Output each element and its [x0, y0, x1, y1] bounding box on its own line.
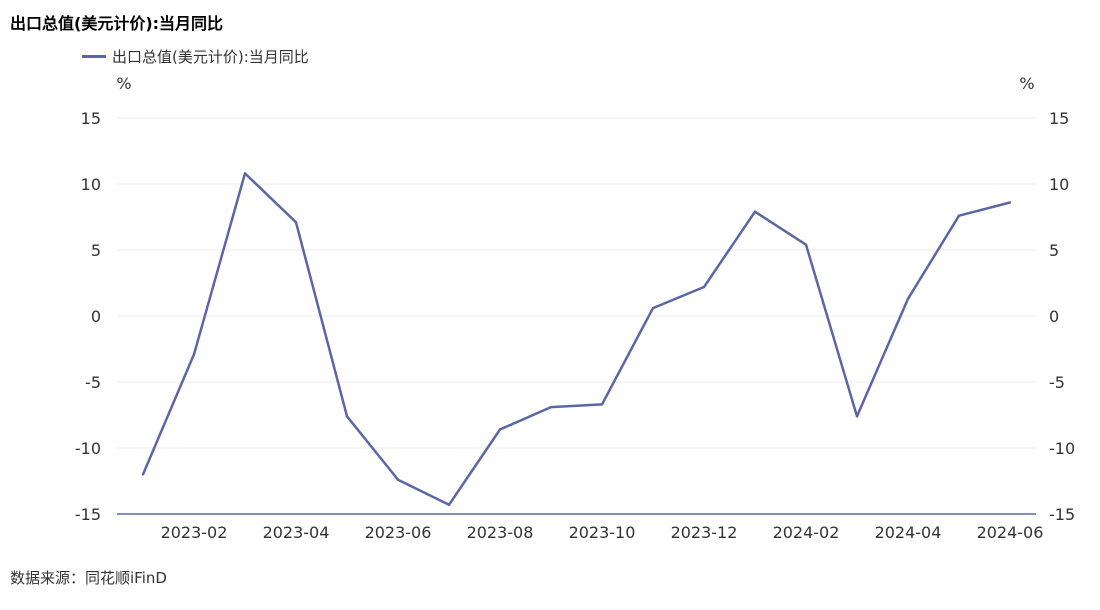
y-tick-label-right: -10	[1049, 439, 1075, 458]
data-point	[294, 221, 298, 224]
data-point	[600, 403, 604, 406]
data-point	[192, 353, 196, 356]
y-unit-right: %	[1019, 74, 1034, 93]
y-tick-label-left: 5	[91, 241, 101, 260]
data-point	[957, 214, 961, 217]
y-unit-left: %	[116, 74, 131, 93]
x-tick-label: 2023-08	[467, 523, 534, 542]
data-point	[702, 285, 706, 289]
y-tick-label-left: -5	[85, 373, 101, 392]
x-tick-label: 2024-02	[773, 523, 840, 542]
data-point	[447, 503, 451, 506]
legend-label: 出口总值(美元计价):当月同比	[112, 48, 309, 66]
y-tick-label-right: 0	[1049, 307, 1059, 326]
chart-title: 出口总值(美元计价):当月同比	[10, 14, 224, 33]
data-point	[345, 415, 349, 418]
x-tick-label: 2023-12	[671, 523, 738, 542]
y-tick-label-left: -15	[75, 505, 101, 524]
data-point	[498, 428, 502, 431]
y-tick-label-left: 0	[91, 307, 101, 326]
y-tick-label-right: 15	[1049, 109, 1069, 128]
y-tick-label-right: 10	[1049, 175, 1069, 194]
data-point	[906, 297, 910, 301]
x-tick-label: 2024-04	[875, 523, 942, 542]
data-point	[396, 478, 400, 481]
data-point	[651, 306, 655, 310]
legend-swatch	[82, 55, 106, 58]
data-point	[141, 473, 145, 476]
data-point	[804, 243, 808, 246]
x-tick-label: 2023-06	[365, 523, 432, 542]
data-point	[243, 172, 247, 175]
legend: 出口总值(美元计价):当月同比	[82, 46, 309, 67]
y-tick-label-right: -5	[1049, 373, 1065, 392]
y-tick-label-left: 15	[81, 109, 101, 128]
data-point	[1008, 201, 1012, 204]
data-point	[549, 405, 553, 409]
data-point	[753, 210, 757, 213]
y-tick-label-right: -15	[1049, 505, 1075, 524]
x-tick-label: 2023-04	[263, 523, 330, 542]
y-tick-label-left: 10	[81, 175, 101, 194]
data-point	[855, 415, 859, 418]
series-line	[141, 172, 1011, 507]
y-tick-label-right: 5	[1049, 241, 1059, 260]
x-tick-label: 2023-02	[161, 523, 228, 542]
y-tick-label-left: -10	[75, 439, 101, 458]
x-tick-label: 2023-10	[569, 523, 636, 542]
data-source: 数据来源：同花顺iFinD	[10, 569, 167, 587]
x-tick-label: 2024-06	[977, 523, 1044, 542]
